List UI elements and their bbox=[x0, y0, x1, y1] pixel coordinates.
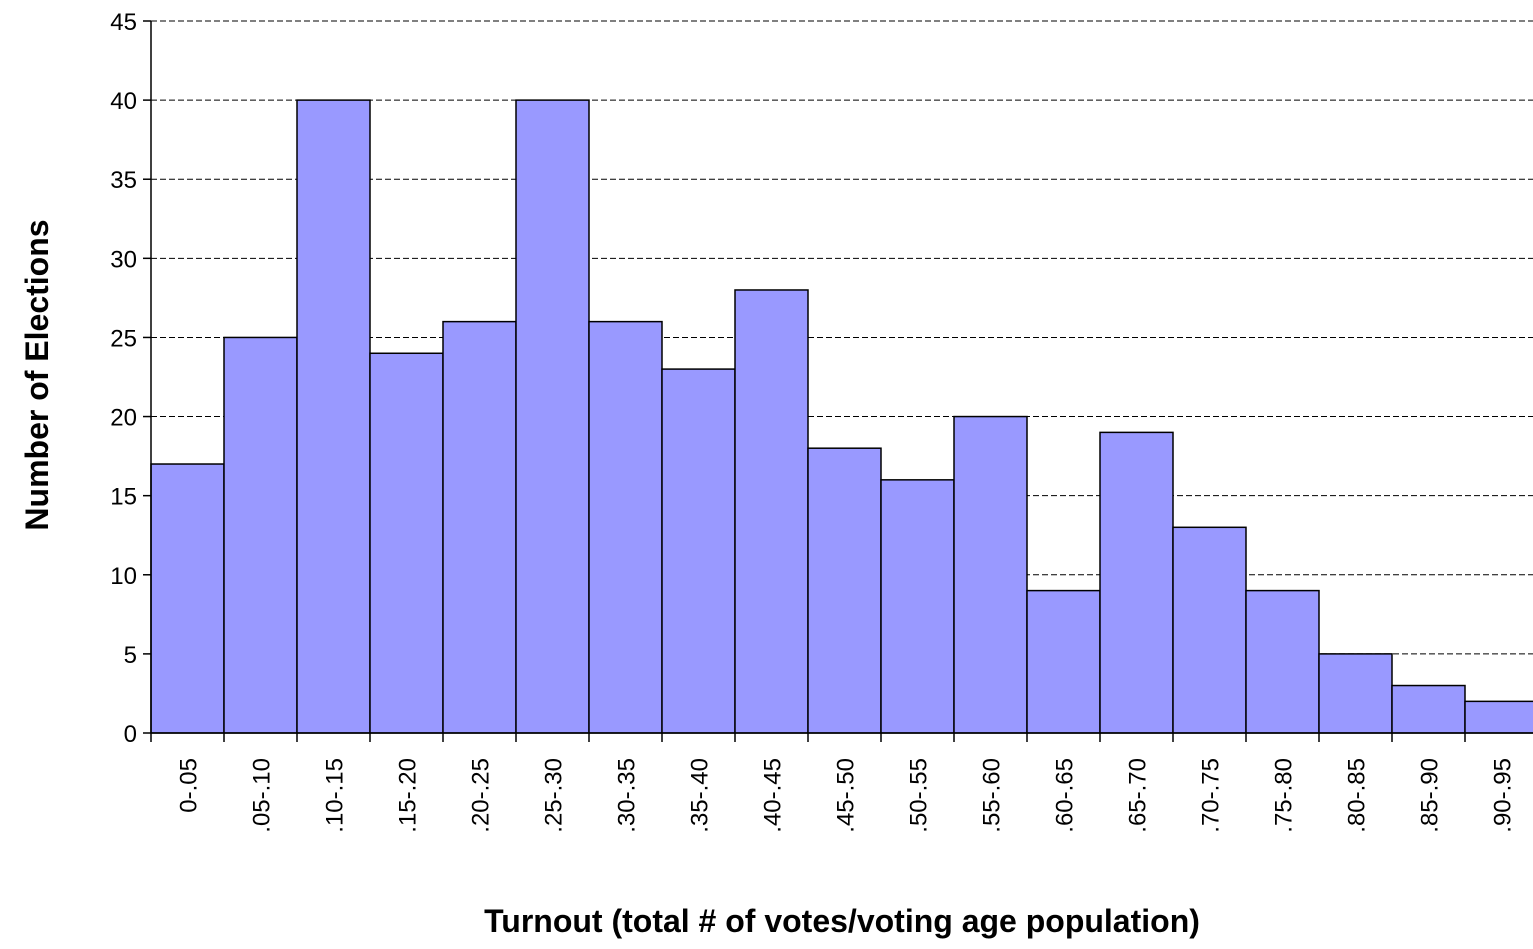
y-tick-label-10: 10 bbox=[110, 563, 137, 590]
x-tick-label-.50-.55: .50-.55 bbox=[906, 758, 933, 833]
x-axis-title: Turnout (total # of votes/voting age pop… bbox=[484, 903, 1200, 939]
bar-.35-.40 bbox=[661, 368, 736, 734]
x-tick-label-.05-.10: .05-.10 bbox=[249, 758, 276, 833]
bar-.60-.65 bbox=[1026, 589, 1101, 734]
bar-.05-.10 bbox=[223, 336, 298, 734]
x-tick-label-.35-.40: .35-.40 bbox=[687, 758, 714, 833]
x-tick-labels: 0-.05 .05-.10 .10-.15 .15-.20 .20-.25 .25-.30… bbox=[176, 758, 1517, 833]
x-tick-label-.45-.50: .45-.50 bbox=[833, 758, 860, 833]
x-tick-label-.10-.15: .10-.15 bbox=[322, 758, 349, 833]
bar-.70-.75 bbox=[1172, 526, 1247, 734]
y-tick-label-40: 40 bbox=[110, 88, 137, 115]
y-tick-label-0: 0 bbox=[124, 721, 137, 748]
x-tick-label-.60-.65: .60-.65 bbox=[1052, 758, 1079, 833]
bar-.85-.90 bbox=[1391, 684, 1466, 734]
y-tick-label-45: 45 bbox=[110, 9, 137, 36]
bar-.55-.60 bbox=[953, 415, 1028, 734]
y-tick-label-35: 35 bbox=[110, 167, 137, 194]
axes bbox=[143, 20, 1533, 742]
x-tick-label-0-.05: 0-.05 bbox=[176, 758, 203, 813]
y-tick-label-30: 30 bbox=[110, 246, 137, 273]
x-tick-label-.20-.25: .20-.25 bbox=[468, 758, 495, 833]
y-tick-labels: 0 5 10 15 20 25 30 35 40 45 bbox=[110, 9, 137, 748]
bar-.50-.55 bbox=[880, 479, 955, 734]
bar-.10-.15 bbox=[296, 99, 371, 734]
bar-.15-.20 bbox=[369, 352, 444, 734]
y-tick-label-25: 25 bbox=[110, 325, 137, 352]
bars bbox=[150, 99, 1533, 734]
bar-.25-.30 bbox=[515, 99, 590, 734]
y-axis-title: Number of Elections bbox=[19, 219, 55, 530]
x-tick-label-.55-.60: .55-.60 bbox=[979, 758, 1006, 833]
x-tick-label-.80-.85: .80-.85 bbox=[1344, 758, 1371, 833]
x-tick-label-.15-.20: .15-.20 bbox=[395, 758, 422, 833]
x-tick-label-.25-.30: .25-.30 bbox=[541, 758, 568, 833]
y-tick-label-5: 5 bbox=[124, 642, 137, 669]
x-tick-label-.30-.35: .30-.35 bbox=[614, 758, 641, 833]
bar-.65-.70 bbox=[1099, 431, 1174, 734]
bar-.30-.35 bbox=[588, 320, 663, 734]
bar-.90-.95 bbox=[1464, 700, 1533, 734]
bar-0-.05 bbox=[150, 463, 225, 734]
x-tick-label-.85-.90: .85-.90 bbox=[1417, 758, 1444, 833]
bar-.20-.25 bbox=[442, 320, 517, 734]
bar-.75-.80 bbox=[1245, 589, 1320, 734]
x-tick-label-.90-.95: .90-.95 bbox=[1490, 758, 1517, 833]
bar-.80-.85 bbox=[1318, 653, 1393, 734]
x-tick-label-.70-.75: .70-.75 bbox=[1198, 758, 1225, 833]
x-tick-label-.40-.45: .40-.45 bbox=[760, 758, 787, 833]
bar-.45-.50 bbox=[807, 447, 882, 734]
x-tick-label-.75-.80: .75-.80 bbox=[1271, 758, 1298, 833]
bar-.40-.45 bbox=[734, 289, 809, 734]
y-tick-label-15: 15 bbox=[110, 484, 137, 511]
x-tick-label-.65-.70: .65-.70 bbox=[1125, 758, 1152, 833]
y-tick-label-20: 20 bbox=[110, 405, 137, 432]
